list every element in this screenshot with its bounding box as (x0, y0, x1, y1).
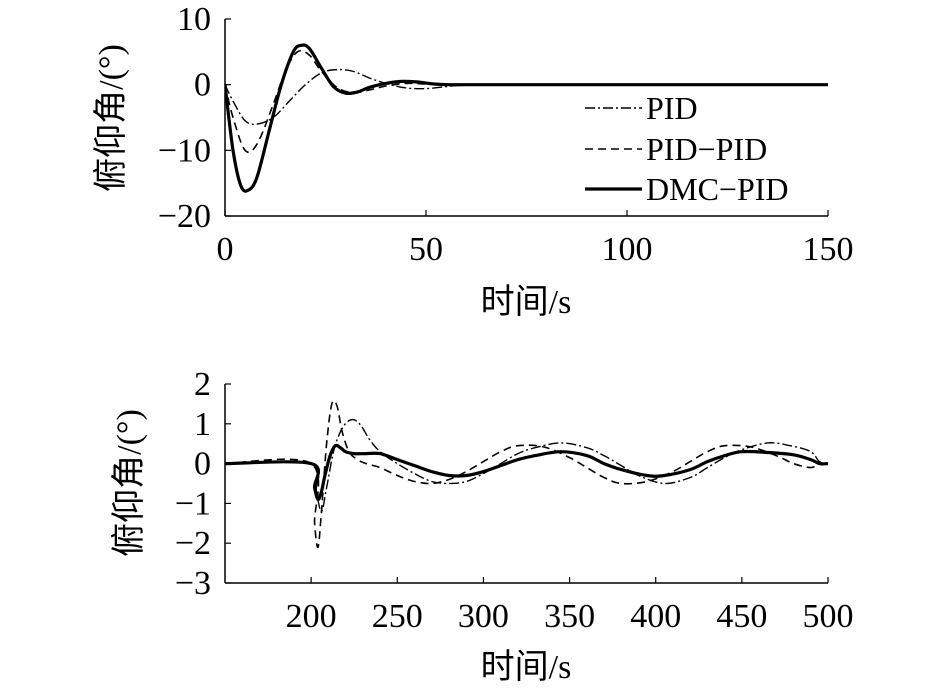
bottom-x-tick-label: 250 (372, 598, 423, 635)
bottom-y-tick-label: −1 (175, 485, 211, 522)
top-y-tick-label: −20 (158, 198, 211, 235)
top-x-tick-label: 0 (217, 231, 234, 268)
bottom-y-tick-label: −2 (175, 525, 211, 562)
top-x-axis-label: 时间/s (481, 284, 572, 321)
top-y-tick-label: 10 (177, 1, 211, 38)
bottom-x-tick-label: 350 (544, 598, 595, 635)
bottom-y-tick-label: 0 (194, 446, 211, 483)
bottom-y-tick-label: 2 (194, 366, 211, 403)
top-series-line-1 (225, 68, 828, 126)
top-y-tick-label: −10 (158, 132, 211, 169)
top-x-tick-label: 150 (803, 231, 854, 268)
pitch-chart-bottom: 时间/s 俯仰角/(°) 200 250 300 350 400 450 500210−1−… (110, 366, 854, 686)
bottom-series-line-3 (225, 443, 829, 502)
bottom-x-axis-label: 时间/s (481, 649, 572, 686)
top-y-axis-label: 俯仰角/(°) (92, 44, 130, 192)
bottom-x-tick-label: 500 (803, 598, 854, 635)
top-y-tick-label: 0 (194, 67, 211, 104)
legend-label-2: PID−PID (646, 131, 767, 167)
bottom-y-tick-label: 1 (194, 406, 211, 443)
top-series-line-3 (225, 43, 828, 193)
bottom-y-axis-label: 俯仰角/(°) (110, 409, 148, 557)
legend-label-3: DMC−PID (646, 171, 789, 207)
top-x-tick-label: 50 (409, 231, 443, 268)
top-x-tick-label: 100 (602, 231, 653, 268)
legend-label-1: PID (646, 90, 698, 126)
bottom-x-tick-label: 450 (716, 598, 767, 635)
bottom-x-tick-label: 400 (630, 598, 681, 635)
bottom-x-tick-label: 300 (458, 598, 509, 635)
bottom-y-tick-label: −3 (175, 565, 211, 602)
bottom-series-line-2 (225, 399, 829, 549)
pitch-chart-top: 时间/s 俯仰角/(°) 0 50 100 150100−10−20PIDPID−PI… (92, 1, 854, 321)
bottom-x-tick-label: 200 (286, 598, 337, 635)
